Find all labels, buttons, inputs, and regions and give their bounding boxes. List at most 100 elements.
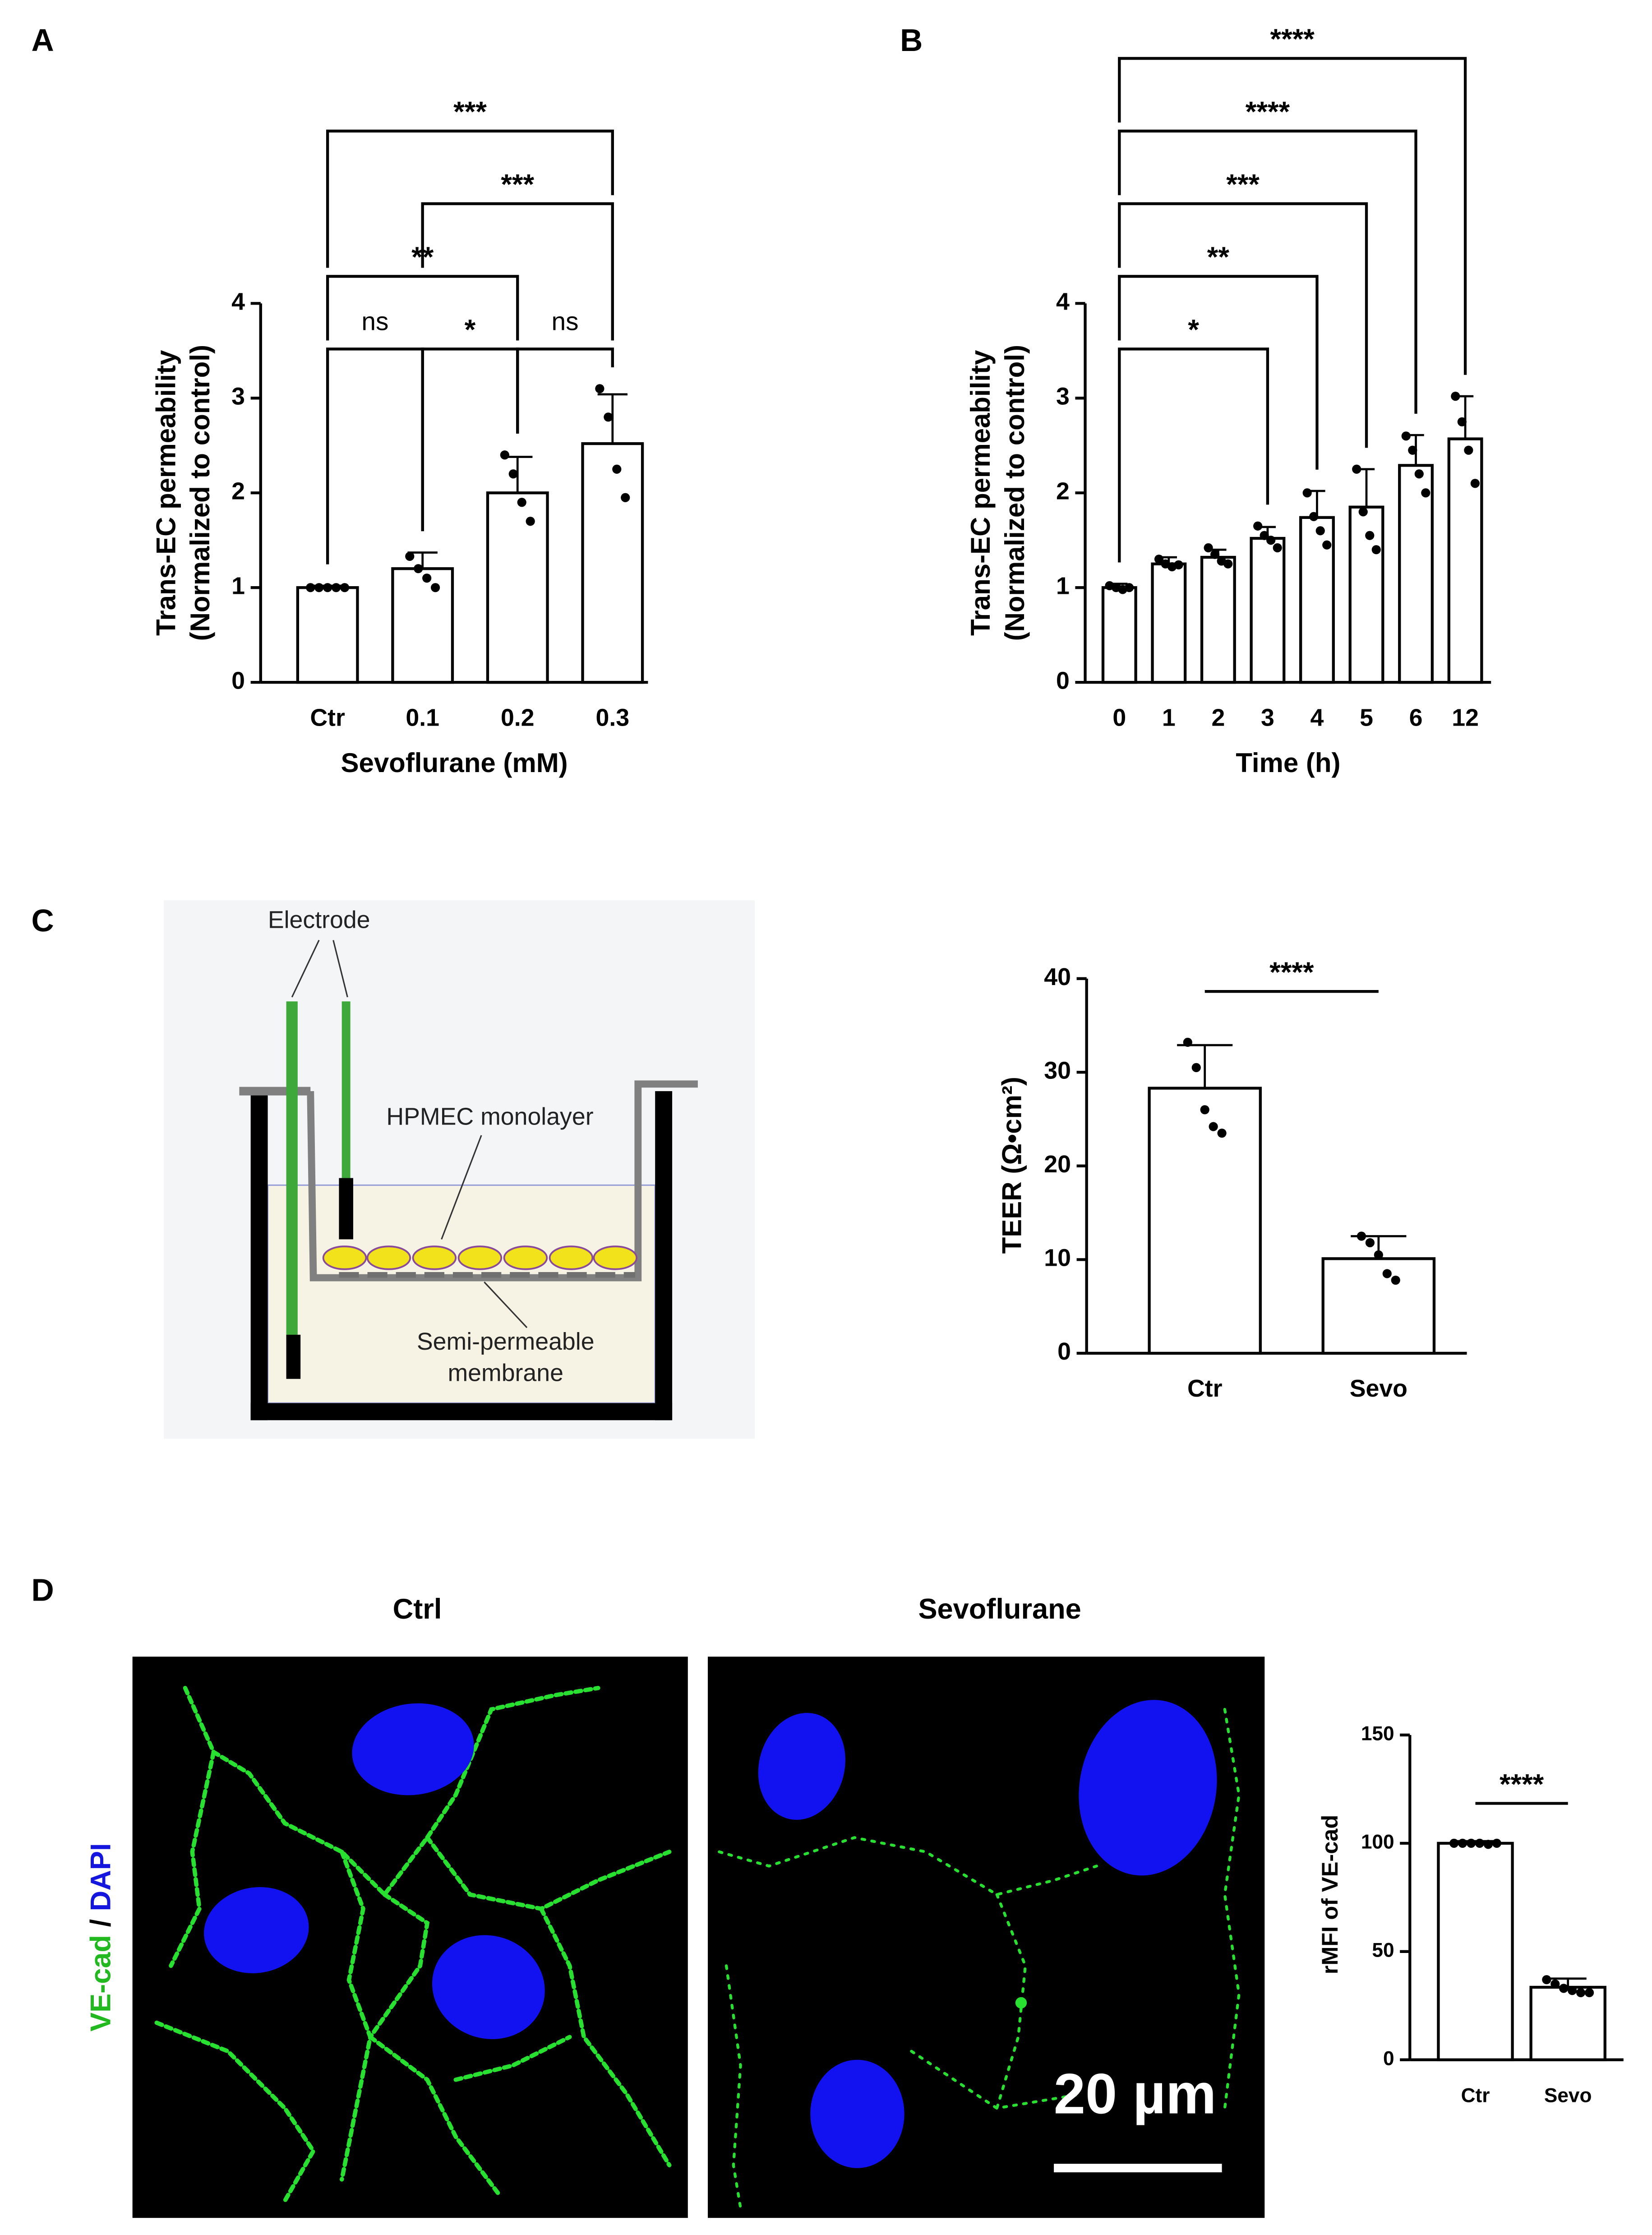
scale-bar (1054, 2164, 1222, 2173)
data-point (422, 574, 432, 583)
data-point (508, 469, 518, 479)
nuclei (758, 1700, 1217, 2168)
data-point (1457, 417, 1467, 426)
ve-cad-signal (154, 1686, 672, 2203)
x-axis-label: Sevoflurane (mM) (341, 748, 568, 778)
bar (1398, 464, 1434, 684)
medium (267, 1184, 656, 1404)
y-axis-label: Trans-EC permeability (151, 350, 181, 636)
x-tick-label: Sevo (1544, 2084, 1592, 2106)
x-tick-label: 6 (1409, 704, 1423, 731)
y-tick-label: 4 (1056, 288, 1070, 315)
data-point (517, 498, 526, 507)
leader-lines (291, 939, 528, 1328)
ve-cad-dot (1015, 1997, 1027, 2009)
significance-label: **** (1269, 957, 1314, 988)
bar (1151, 562, 1187, 684)
data-point (1584, 1988, 1594, 1998)
data-point (1124, 583, 1134, 592)
bar (1437, 1842, 1514, 2061)
diagram-label: Semi-permeable (417, 1328, 595, 1355)
data-point (1470, 479, 1480, 488)
significance-label: ns (552, 308, 579, 336)
significance-bracket (1118, 347, 1269, 563)
data-point (323, 583, 332, 592)
x-tick-label: 4 (1311, 704, 1324, 731)
x-axis-label: Time (h) (1236, 748, 1340, 778)
y-tick-label: 4 (231, 288, 245, 315)
data-point (1365, 1238, 1375, 1248)
significance-bracket (1118, 202, 1368, 448)
x-tick-label: Ctr (1461, 2084, 1490, 2106)
stain-label: VE-cad / DAPI (85, 1843, 116, 2031)
data-point (1266, 536, 1276, 545)
data-point (1483, 1840, 1493, 1849)
data-point (1217, 1129, 1227, 1138)
y-tick-label: 20 (1044, 1151, 1071, 1178)
data-point (1449, 1838, 1459, 1848)
data-point (1464, 445, 1473, 455)
x-tick-label: 1 (1162, 704, 1176, 731)
significance-label: * (465, 314, 476, 346)
data-point (1210, 550, 1220, 559)
significance-label: *** (501, 169, 534, 200)
well-bottom (250, 1403, 673, 1421)
data-point (1401, 431, 1411, 441)
nuclei (204, 1703, 545, 2039)
well-wall (250, 1091, 268, 1421)
y-tick-label: 0 (231, 667, 245, 694)
significance-bracket (421, 202, 614, 341)
data-point (1191, 1063, 1201, 1072)
data-point (430, 583, 440, 592)
data-point (340, 583, 350, 592)
data-point (1352, 464, 1361, 474)
x-tick-label: 5 (1360, 704, 1373, 731)
scale-bar-label: 20 µm (1054, 2062, 1217, 2125)
data-point (1542, 1975, 1551, 1985)
electrode-tip (339, 1178, 353, 1240)
significance-label: ns (361, 308, 388, 336)
y-axis-label: rMFI of VE-cad (1317, 1815, 1343, 1975)
x-tick-label: 0.3 (596, 704, 630, 731)
significance-label: ** (1207, 241, 1230, 273)
data-point (1458, 1838, 1467, 1848)
significance-label: *** (453, 96, 487, 128)
y-tick-label: 2 (1056, 477, 1070, 504)
significance-bracket (1118, 57, 1467, 375)
bar (1101, 586, 1137, 684)
y-tick-label: 50 (1372, 1939, 1394, 1961)
data-point (1183, 1037, 1192, 1047)
diagram-label: HPMEC monolayer (386, 1103, 593, 1130)
data-point (1492, 1838, 1501, 1848)
data-point (1475, 1838, 1485, 1848)
bar (581, 442, 644, 684)
data-point (405, 551, 415, 561)
x-tick-label: 0.1 (406, 704, 439, 731)
data-point (1174, 560, 1183, 569)
significance-bracket (1118, 275, 1319, 470)
y-tick-label: 0 (1056, 667, 1070, 694)
bar (1529, 1985, 1606, 2061)
electrode-tip (286, 1334, 301, 1379)
data-point (1466, 1838, 1476, 1848)
bar (1321, 1257, 1436, 1355)
data-point (1200, 1105, 1209, 1115)
panel-label: C (32, 903, 54, 938)
y-axis-label: (Normalized to control) (1000, 345, 1030, 641)
insert (307, 1080, 698, 1282)
panel-label: D (32, 1573, 54, 1608)
bar (296, 586, 359, 684)
x-tick-label: Sevo (1350, 1375, 1407, 1402)
image-title: Ctrl (393, 1593, 442, 1625)
y-tick-label: 0 (1383, 2047, 1394, 2069)
bar (1200, 555, 1236, 684)
significance-bracket (326, 275, 519, 341)
micrograph-sevo: 20 µm (707, 1657, 1265, 2218)
y-axis-label: (Normalized to control) (185, 345, 215, 641)
data-point (595, 384, 605, 393)
data-point (1302, 488, 1312, 498)
significance-bracket (516, 347, 614, 434)
stain-sep: / (85, 1911, 116, 1935)
data-point (1382, 1269, 1392, 1278)
y-tick-label: 2 (231, 477, 245, 504)
